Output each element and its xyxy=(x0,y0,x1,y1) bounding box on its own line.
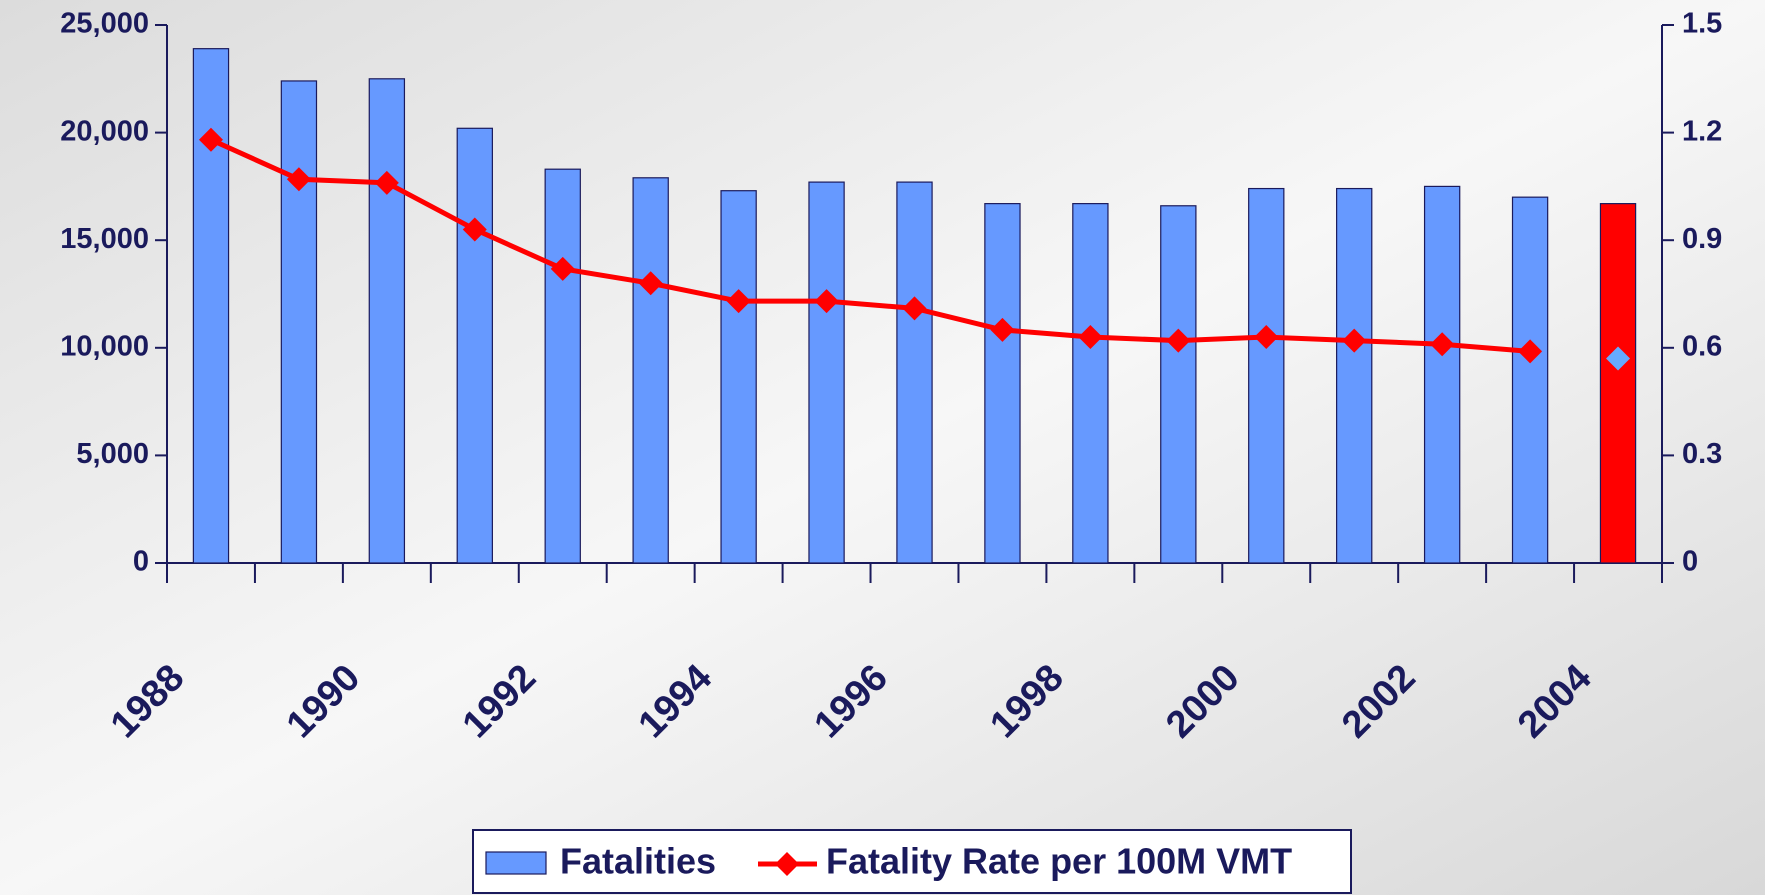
y2-tick-label: 1.5 xyxy=(1682,8,1722,40)
y-tick-label: 0 xyxy=(133,546,149,578)
rate-point xyxy=(462,217,487,242)
bar xyxy=(808,181,845,564)
bar xyxy=(1248,187,1285,564)
rate-point xyxy=(1078,325,1103,350)
bar xyxy=(896,181,933,564)
bar xyxy=(1160,205,1197,564)
bar xyxy=(544,168,581,564)
y2-tick-label: 0.9 xyxy=(1682,223,1722,255)
bar xyxy=(280,80,318,564)
bar xyxy=(456,127,493,564)
bar xyxy=(1336,187,1373,564)
rate-point xyxy=(374,170,399,195)
rate-point xyxy=(726,289,751,314)
bar xyxy=(1072,203,1109,564)
y-tick-label: 5,000 xyxy=(76,438,149,470)
rate-line xyxy=(209,137,1531,354)
bar xyxy=(368,78,406,564)
rate-point xyxy=(1166,328,1191,353)
y2-tick-label: 0 xyxy=(1682,546,1698,578)
bar xyxy=(1599,203,1637,564)
bar xyxy=(720,190,757,564)
rate-point xyxy=(286,167,311,192)
rate-point xyxy=(1254,325,1279,350)
rate-point xyxy=(1342,328,1367,353)
y-tick-label: 10,000 xyxy=(60,330,149,362)
rate-point xyxy=(902,296,927,321)
y2-tick-label: 1.2 xyxy=(1682,115,1722,147)
legend-marker xyxy=(775,852,799,876)
bar xyxy=(1423,185,1461,564)
rate-point xyxy=(550,256,575,281)
y2-tick-label: 0.6 xyxy=(1682,330,1722,362)
legend-label: Fatalities xyxy=(560,841,716,882)
y-tick-label: 20,000 xyxy=(60,115,149,147)
bar xyxy=(192,48,230,564)
highlight-point xyxy=(1606,346,1631,371)
legend-label: Fatality Rate per 100M VMT xyxy=(826,841,1292,882)
rate-point xyxy=(638,271,663,296)
rate-point xyxy=(1430,332,1455,357)
rate-point xyxy=(990,317,1015,342)
legend-swatch xyxy=(485,851,547,875)
bar xyxy=(632,177,669,564)
rate-point xyxy=(198,127,223,152)
y2-tick-label: 0.3 xyxy=(1682,438,1722,470)
rate-point xyxy=(814,289,839,314)
bar xyxy=(984,203,1021,564)
bar xyxy=(1511,196,1549,564)
y-tick-label: 15,000 xyxy=(60,223,149,255)
rate-point xyxy=(1518,339,1543,364)
legend-box xyxy=(472,829,1352,894)
y-tick-label: 25,000 xyxy=(60,8,149,40)
